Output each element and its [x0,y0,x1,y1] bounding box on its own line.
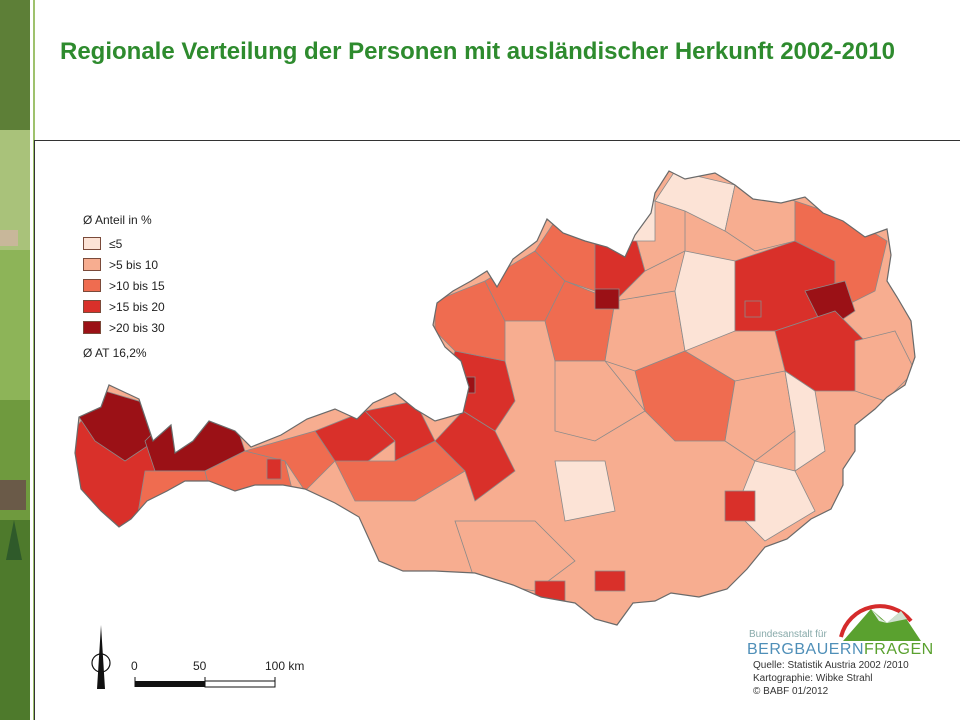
legend-label: >15 bis 20 [109,299,165,314]
landscape-photo [0,0,30,720]
scale-label-0: 0 [131,659,138,673]
background-photo-strip [0,0,30,720]
legend-item: >20 bis 30 [83,317,165,338]
legend-label: ≤5 [109,236,123,251]
legend-label: >10 bis 15 [109,278,165,293]
credit-copyright: © BABF 01/2012 [753,686,829,697]
austria-outline [74,170,916,626]
map-frame: Ø Anteil in % ≤5 >5 bis 10 >10 bis 15 >1… [34,140,960,720]
legend-item: >5 bis 10 [83,254,165,275]
logo-wordmark: BERGBAUERNFRAGEN [747,641,934,659]
legend-swatch [83,237,101,250]
credit-cartography: Kartographie: Wibke Strahl [753,673,873,684]
page-title: Regionale Verteilung der Personen mit au… [60,38,895,65]
legend-item: >15 bis 20 [83,296,165,317]
legend-title: Ø Anteil in % [83,213,152,227]
scale-bar [134,677,276,688]
scale-label-100: 100 km [265,659,305,673]
babf-logo-icon [839,604,921,641]
legend-item: ≤5 [83,233,165,254]
north-arrow-icon [91,625,111,689]
legend-swatch [83,300,101,313]
logo-subtitle: Bundesanstalt für [749,629,827,640]
legend-item: >10 bis 15 [83,275,165,296]
legend-label: >20 bis 30 [109,320,165,335]
austria-map [74,170,921,689]
scale-label-50: 50 [193,659,207,673]
map-legend: Ø Anteil in % ≤5 >5 bis 10 >10 bis 15 >1… [83,213,165,360]
logo-word-fragen: FRAGEN [864,641,934,658]
credit-source: Quelle: Statistik Austria 2002 /2010 [753,660,909,671]
legend-swatch [83,279,101,292]
legend-swatch [83,321,101,334]
legend-swatch [83,258,101,271]
map-credits: Quelle: Statistik Austria 2002 /2010 Kar… [753,659,909,698]
logo-word-bergbauern: BERGBAUERN [747,641,865,658]
legend-label: >5 bis 10 [109,257,159,272]
legend-average: Ø AT 16,2% [83,346,147,360]
